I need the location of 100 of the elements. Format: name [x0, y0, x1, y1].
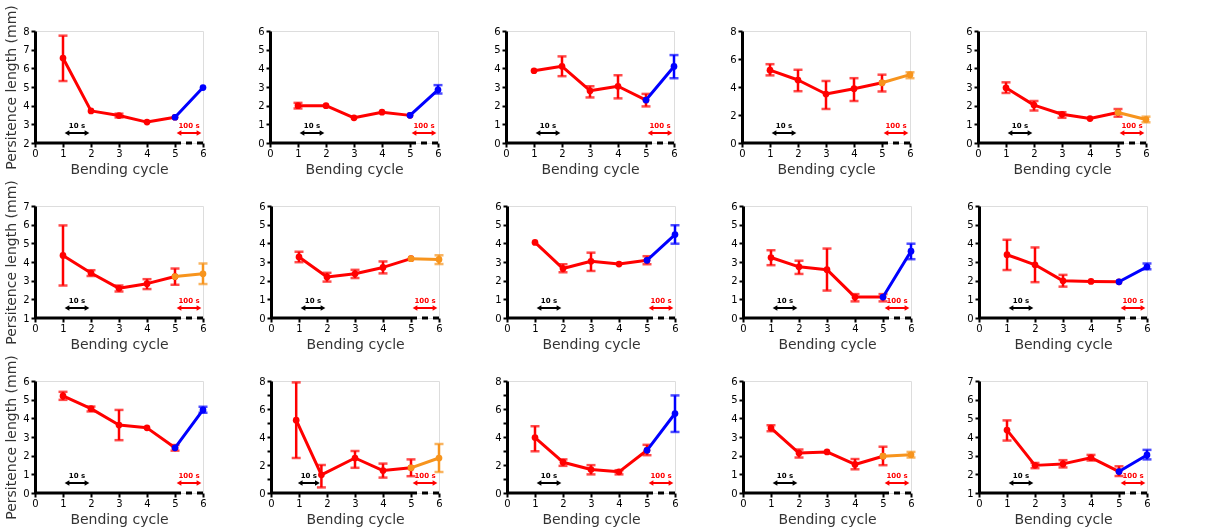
y-tick-label: 0 — [967, 312, 974, 324]
y-tick-label: 6 — [259, 403, 266, 415]
x-tick-label: 1 — [296, 497, 303, 509]
y-tick-label: 5 — [259, 219, 266, 231]
y-tick-label: 4 — [967, 237, 974, 249]
y-tick-label: 5 — [258, 44, 265, 56]
y-tick-label: 4 — [23, 100, 30, 112]
x-tick-label: 3 — [116, 497, 123, 509]
y-tick-label: 6 — [967, 200, 974, 212]
x-tick-label: 1 — [1003, 147, 1010, 159]
x-axis-title: Bending cycle — [778, 335, 877, 352]
y-tick-label: 6 — [259, 200, 266, 212]
y-tick-label: 7 — [23, 44, 30, 56]
y-tick-label: 6 — [258, 25, 265, 37]
y-tick-label: 0 — [259, 312, 266, 324]
x-tick-label: 3 — [1059, 147, 1066, 159]
x-tick-label: 5 — [1115, 147, 1122, 159]
x-tick-label: 0 — [740, 497, 747, 509]
y-tick-label: 2 — [495, 459, 502, 471]
y-tick-label: 3 — [23, 431, 30, 443]
y-tick-label: 2 — [495, 275, 502, 287]
y-tick-label: 3 — [259, 256, 266, 268]
y-tick-label: 3 — [967, 256, 974, 268]
x-tick-label: 1 — [768, 497, 775, 509]
x-tick-label: 1 — [60, 497, 67, 509]
y-tick-label: 5 — [495, 219, 502, 231]
x-tick-label: 5 — [880, 497, 887, 509]
x-tick-label: 4 — [852, 322, 859, 334]
x-tick-label: 6 — [672, 497, 679, 509]
y-tick-label: 6 — [731, 375, 738, 387]
y-tick-label: 1 — [23, 312, 30, 324]
y-tick-label: 3 — [731, 431, 738, 443]
x-tick-label: 0 — [503, 147, 510, 159]
x-axis-title: Bending cycle — [542, 335, 641, 352]
y-tick-label: 2 — [258, 100, 265, 112]
x-tick-label: 4 — [380, 497, 387, 509]
x-tick-label: 3 — [351, 147, 358, 159]
x-tick-label: 4 — [144, 322, 151, 334]
x-tick-label: 5 — [407, 147, 414, 159]
x-tick-label: 2 — [560, 497, 567, 509]
y-tick-label: 0 — [23, 487, 30, 499]
y-tick-label: 1 — [495, 293, 502, 305]
point — [322, 102, 330, 110]
y-tick-label: 7 — [23, 200, 30, 212]
y-tick-label: 8 — [259, 375, 266, 387]
x-tick-label: 3 — [1060, 497, 1067, 509]
x-axis-title: Bending cycle — [306, 510, 405, 527]
point — [143, 424, 151, 432]
x-tick-label: 1 — [60, 322, 67, 334]
x-tick-label: 4 — [144, 497, 151, 509]
y-tick-label: 1 — [23, 468, 30, 480]
x-tick-label: 1 — [295, 147, 302, 159]
y-tick-label: 5 — [731, 219, 738, 231]
y-tick-label: 4 — [731, 412, 738, 424]
x-axis-title: Bending cycle — [778, 510, 877, 527]
y-tick-label: 2 — [967, 275, 974, 287]
y-tick-label: 5 — [967, 412, 974, 424]
y-tick-label: 0 — [258, 137, 265, 149]
x-tick-label: 2 — [324, 497, 331, 509]
y-axis-title: Persitence length (mm) — [3, 180, 20, 345]
x-tick-label: 1 — [60, 147, 67, 159]
y-tick-label: 2 — [23, 293, 30, 305]
x-tick-label: 6 — [1144, 322, 1151, 334]
x-tick-label: 2 — [88, 322, 95, 334]
x-tick-label: 6 — [1144, 497, 1151, 509]
x-tick-label: 1 — [531, 147, 538, 159]
x-tick-label: 1 — [1004, 497, 1011, 509]
y-tick-label: 1 — [258, 118, 265, 130]
y-tick-label: 6 — [23, 375, 30, 387]
y-tick-label: 4 — [494, 62, 501, 74]
x-tick-label: 0 — [32, 497, 39, 509]
x-tick-label: 4 — [144, 147, 151, 159]
y-tick-label: 8 — [730, 25, 737, 37]
x-tick-label: 0 — [267, 147, 274, 159]
y-tick-label: 5 — [731, 394, 738, 406]
y-tick-label: 4 — [966, 62, 973, 74]
y-tick-label: 2 — [494, 100, 501, 112]
y-tick-label: 8 — [495, 375, 502, 387]
x-tick-label: 2 — [796, 497, 803, 509]
y-tick-label: 4 — [967, 431, 974, 443]
x-tick-label: 4 — [1088, 497, 1095, 509]
y-tick-label: 0 — [494, 137, 501, 149]
x-tick-label: 0 — [976, 322, 983, 334]
y-tick-label: 6 — [495, 403, 502, 415]
x-tick-label: 5 — [644, 497, 651, 509]
x-tick-label: 0 — [739, 147, 746, 159]
x-tick-label: 2 — [796, 322, 803, 334]
x-tick-label: 6 — [200, 147, 207, 159]
x-axis-title: Bending cycle — [1013, 160, 1112, 177]
x-tick-label: 5 — [643, 147, 650, 159]
y-tick-label: 3 — [495, 256, 502, 268]
y-tick-label: 4 — [495, 431, 502, 443]
x-tick-label: 6 — [436, 497, 443, 509]
x-tick-label: 6 — [436, 322, 443, 334]
point — [378, 108, 386, 116]
y-tick-label: 4 — [23, 256, 30, 268]
x-tick-label: 6 — [671, 147, 678, 159]
point — [531, 239, 539, 246]
y-tick-label: 1 — [967, 487, 974, 499]
y-tick-label: 7 — [967, 375, 974, 387]
